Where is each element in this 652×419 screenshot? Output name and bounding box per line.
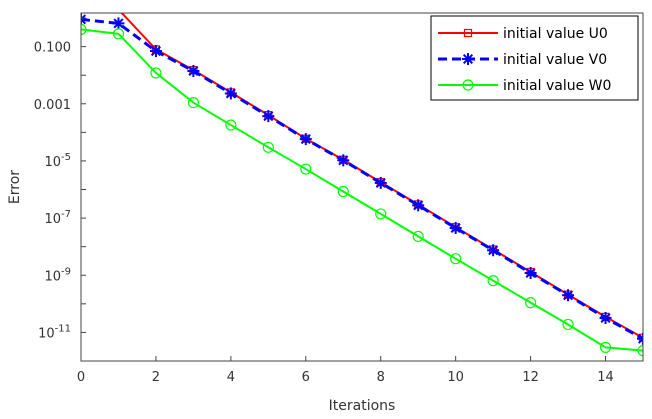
x-tick-label: 10 bbox=[447, 370, 464, 385]
data-point bbox=[450, 253, 462, 265]
data-point bbox=[114, 13, 123, 14]
x-tick-label: 14 bbox=[597, 370, 614, 385]
legend-marker bbox=[462, 53, 474, 65]
data-point bbox=[337, 185, 349, 198]
y-tick-label: 10-9 bbox=[44, 266, 71, 284]
y-tick-label: 0.100 bbox=[34, 41, 71, 56]
y-tick-label: 10-7 bbox=[44, 209, 71, 227]
x-tick-label: 8 bbox=[377, 370, 385, 385]
data-point bbox=[150, 67, 162, 79]
data-point bbox=[262, 110, 275, 123]
y-axis-label: Error bbox=[7, 170, 23, 204]
data-point bbox=[81, 13, 87, 26]
legend: initial value U0 initial value V0 initial … bbox=[430, 15, 639, 101]
data-point bbox=[300, 163, 312, 175]
axis-layer: 0 2 4 6 8 10 12 14 0.100 0.001 10-5 10-7 10-9 10-11 bbox=[34, 17, 614, 385]
x-tick-label: 4 bbox=[227, 370, 235, 385]
legend-entry: initial value V0 bbox=[438, 52, 607, 68]
data-point bbox=[449, 222, 462, 235]
data-point bbox=[487, 275, 499, 287]
legend-label: initial value W0 bbox=[503, 78, 611, 94]
y-tick-label: 10-5 bbox=[44, 152, 71, 170]
data-point bbox=[112, 28, 125, 40]
data-point bbox=[374, 176, 387, 189]
data-point bbox=[562, 318, 574, 331]
data-point bbox=[599, 311, 612, 324]
legend-entry: initial value W0 bbox=[438, 78, 611, 94]
series-layer bbox=[78, 1, 643, 357]
data-point bbox=[262, 141, 274, 153]
series-3 bbox=[81, 23, 643, 357]
y-tick-label: 10-11 bbox=[38, 323, 71, 341]
series-line bbox=[81, 17, 643, 341]
series-line bbox=[81, 28, 643, 352]
data-point bbox=[562, 289, 575, 302]
data-point bbox=[637, 332, 643, 345]
series-2 bbox=[81, 13, 643, 345]
legend-marker bbox=[463, 28, 473, 38]
legend-label: initial value V0 bbox=[503, 52, 607, 68]
plot-frame bbox=[80, 12, 644, 362]
x-axis-label: Iterations bbox=[329, 398, 396, 414]
data-point bbox=[81, 23, 87, 36]
x-tick-label: 12 bbox=[522, 370, 539, 385]
x-tick-label: 2 bbox=[152, 370, 160, 385]
data-point bbox=[524, 266, 537, 279]
data-point bbox=[225, 119, 237, 131]
legend-marker bbox=[462, 79, 474, 91]
data-point bbox=[149, 45, 162, 58]
data-point bbox=[112, 17, 125, 30]
legend-label: initial value U0 bbox=[503, 26, 608, 42]
data-point bbox=[187, 96, 199, 109]
data-point bbox=[637, 345, 643, 357]
x-tick-label: 0 bbox=[77, 370, 85, 385]
data-point bbox=[412, 230, 424, 242]
data-point bbox=[78, 1, 85, 8]
data-point bbox=[299, 133, 312, 146]
data-point bbox=[375, 208, 387, 220]
legend-entry: initial value U0 bbox=[438, 26, 608, 42]
data-point bbox=[599, 341, 612, 353]
data-point bbox=[224, 87, 237, 100]
data-point bbox=[524, 297, 537, 309]
y-tick-label: 0.001 bbox=[34, 98, 71, 113]
data-point bbox=[337, 154, 350, 167]
data-point bbox=[487, 244, 500, 257]
x-tick-label: 6 bbox=[302, 370, 310, 385]
data-point bbox=[187, 65, 200, 78]
data-point bbox=[412, 199, 425, 212]
